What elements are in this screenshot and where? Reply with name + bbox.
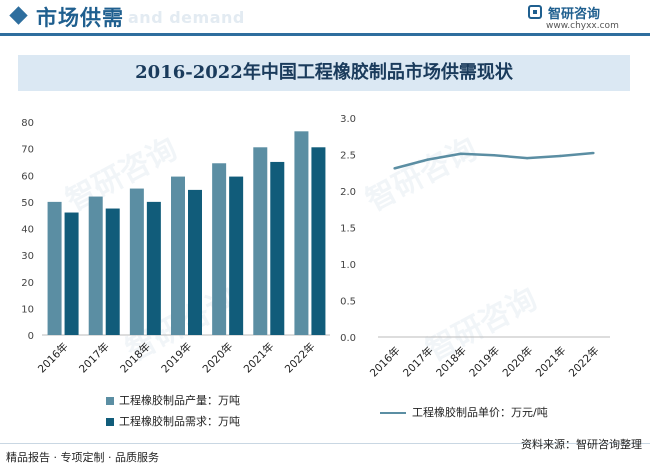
point-price	[459, 152, 463, 155]
bar-demand	[311, 147, 326, 335]
x-tick-label: 2022年	[282, 340, 318, 376]
y-tick-label: 70	[21, 145, 34, 156]
header: 市场供需 and demand 智研咨询 www.chyxx.com	[0, 0, 650, 36]
bar-demand	[146, 201, 161, 335]
brand: 智研咨询 www.chyxx.com	[528, 3, 636, 33]
y-tick-label: 10	[21, 304, 34, 315]
y-tick-label: 2.0	[340, 187, 356, 198]
legend-label-production: 工程橡胶制品产量：万吨	[119, 394, 240, 407]
y-tick-label: 20	[21, 278, 34, 289]
bar-production	[47, 201, 62, 335]
x-tick-label: 2020年	[200, 340, 236, 376]
point-price	[393, 167, 396, 170]
chart-title: 2016-2022年中国工程橡胶制品市场供需现状	[135, 62, 513, 83]
brand-name: 智研咨询	[548, 7, 601, 22]
legend-price: 工程橡胶制品单价：万元/吨	[380, 404, 548, 420]
legend-demand: 工程橡胶制品需求：万吨	[106, 413, 240, 429]
bar-demand	[64, 212, 79, 335]
y-tick-label: 3.0	[340, 114, 356, 125]
legend-swatch-production	[106, 397, 114, 405]
bar-demand	[188, 189, 202, 335]
header-ghost-text: and demand	[128, 8, 245, 27]
x-tick-label: 2020年	[500, 344, 536, 380]
x-tick-label: 2018年	[117, 340, 153, 376]
x-tick-label: 2021年	[241, 340, 277, 376]
legend-swatch-demand	[106, 418, 114, 426]
bar-demand	[229, 176, 244, 335]
x-tick-label: 2019年	[159, 340, 195, 376]
y-tick-label: 2.5	[340, 151, 356, 162]
x-tick-label: 2018年	[433, 344, 469, 380]
bar-production	[212, 163, 227, 335]
x-tick-label: 2017年	[400, 344, 436, 380]
legend-production: 工程橡胶制品产量：万吨	[106, 392, 240, 408]
x-tick-label: 2021年	[533, 344, 569, 380]
x-tick-label: 2019年	[467, 344, 503, 380]
y-tick-label: 1.0	[340, 260, 356, 271]
legend-swatch-price	[380, 412, 406, 414]
brand-url: www.chyxx.com	[546, 21, 619, 31]
y-tick-label: 1.5	[340, 224, 356, 235]
bar-production	[253, 147, 268, 335]
y-tick-label: 0.5	[340, 297, 356, 308]
source-note: 资料来源：智研咨询整理	[521, 438, 642, 451]
page-title: 市场供需	[36, 6, 124, 30]
legend-label-demand: 工程橡胶制品需求：万吨	[119, 415, 240, 428]
y-tick-label: 80	[21, 118, 34, 129]
bar-demand	[105, 208, 120, 335]
x-tick-label: 2022年	[566, 344, 602, 380]
y-tick-label: 50	[21, 198, 34, 209]
footer-tagline: 精品报告 · 专项定制 · 品质服务	[6, 451, 159, 464]
point-price	[492, 154, 496, 157]
y-tick-label: 0	[28, 331, 34, 342]
point-price	[592, 151, 595, 155]
bar-production	[171, 176, 185, 335]
x-tick-label: 2017年	[76, 340, 112, 376]
point-price	[525, 156, 529, 160]
bar-production	[88, 196, 103, 335]
brand-logo-icon	[528, 5, 542, 19]
y-tick-label: 0.0	[340, 333, 356, 344]
point-price	[426, 158, 429, 161]
x-tick-label: 2016年	[367, 344, 403, 380]
chart-title-banner: 2016-2022年中国工程橡胶制品市场供需现状	[18, 55, 630, 91]
footer-divider	[0, 443, 650, 444]
bar-production	[294, 131, 309, 335]
header-rule	[0, 33, 650, 36]
point-price	[559, 154, 562, 158]
bar-demand	[270, 161, 285, 335]
y-tick-label: 30	[21, 251, 34, 262]
x-tick-label: 2016年	[35, 340, 71, 376]
y-tick-label: 60	[21, 171, 34, 182]
bar-production	[129, 188, 144, 335]
y-tick-label: 40	[21, 225, 34, 236]
legend-label-price: 工程橡胶制品单价：万元/吨	[412, 406, 548, 419]
